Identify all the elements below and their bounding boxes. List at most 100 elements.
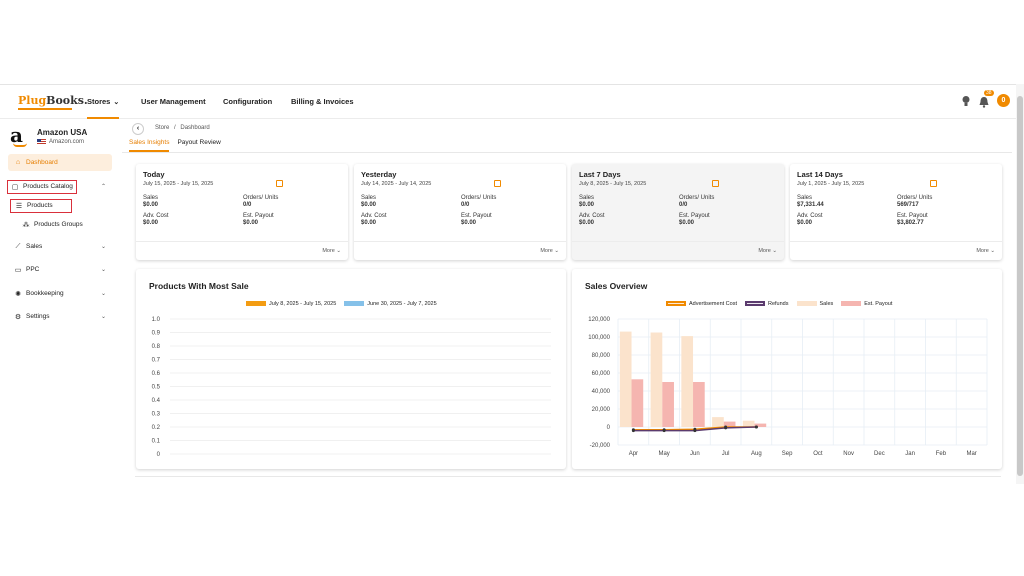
summary-card-yesterday: Yesterday July 14, 2025 - July 14, 2025 … <box>354 164 566 260</box>
chart-legend: July 8, 2025 - July 15, 2025 June 30, 20… <box>246 301 437 307</box>
sidebar-item-products[interactable]: ☰ Products <box>8 197 78 214</box>
top-navbar: PlugBooks. Stores ⌄ User Management Confi… <box>0 85 1024 119</box>
back-button[interactable]: ‹ <box>132 123 144 135</box>
breadcrumb-store[interactable]: Store <box>155 125 170 131</box>
legend-item[interactable]: Est. Payout <box>841 301 892 307</box>
chevron-down-icon: ⌄ <box>100 244 106 250</box>
bar-sales <box>742 420 755 427</box>
y-tick-label: 0.8 <box>152 344 161 350</box>
sidebar: a Amazon USA Amazon.com ⌂ Dashboard ▢ Prod… <box>0 120 120 485</box>
legend-item[interactable]: Refunds <box>745 301 789 307</box>
book-icon: ✺ <box>15 290 21 298</box>
store-selector[interactable]: a Amazon USA Amazon.com <box>10 125 87 147</box>
more-button[interactable]: More ⌄ <box>976 248 995 254</box>
bell-icon <box>979 96 989 108</box>
x-tick-label: Apr <box>629 451 638 457</box>
sidebar-item-sales[interactable]: ⟋ Sales ⌄ <box>15 242 106 251</box>
sidebar-item-settings[interactable]: ⚙ Settings ⌄ <box>14 313 106 321</box>
x-tick-label: Jan <box>905 451 915 457</box>
chart-legend: Advertisement Cost Refunds Sales Est. Pa… <box>666 301 892 307</box>
legend-item[interactable]: Sales <box>796 301 833 307</box>
bar-est-payout <box>693 382 705 427</box>
lightbulb-icon[interactable] <box>961 95 971 107</box>
us-flag-icon <box>37 139 46 145</box>
chevron-up-icon: ⌃ <box>100 184 106 190</box>
y-tick-label: 0.6 <box>152 371 161 377</box>
bar-est-payout <box>754 423 767 427</box>
y-tick-label: 80,000 <box>592 353 611 359</box>
x-tick-label: Feb <box>936 451 947 457</box>
page-scrollbar[interactable] <box>1016 84 1024 484</box>
calendar-icon[interactable] <box>712 180 719 187</box>
y-tick-label: 0 <box>607 425 611 431</box>
sales-overview-panel: Sales Overview Advertisement Cost Refund… <box>572 269 1002 469</box>
calendar-icon[interactable] <box>930 180 937 187</box>
bar-sales <box>681 336 694 427</box>
chevron-down-icon: ⌄ <box>100 314 106 320</box>
notification-count-badge: 38 <box>984 89 994 96</box>
y-tick-label: 0 <box>157 452 161 458</box>
more-button[interactable]: More ⌄ <box>540 248 559 254</box>
x-tick-label: Mar <box>966 451 976 457</box>
amazon-logo-icon: a <box>10 125 32 147</box>
calendar-icon[interactable] <box>494 180 501 187</box>
more-button[interactable]: More ⌄ <box>322 248 341 254</box>
y-tick-label: 1.0 <box>152 317 161 323</box>
x-tick-label: Oct <box>813 451 823 457</box>
tabs: Sales Insights Payout Review <box>129 139 221 152</box>
bar-est-payout <box>662 382 674 427</box>
chart-title: Products With Most Sale <box>149 281 249 291</box>
summary-card-today: Today July 15, 2025 - July 15, 2025 Sale… <box>136 164 348 260</box>
plugbooks-logo[interactable]: PlugBooks. <box>18 94 88 110</box>
summary-card-last-7-days: Last 7 Days July 8, 2025 - July 15, 2025… <box>572 164 784 260</box>
nav-stores[interactable]: Stores ⌄ <box>87 97 120 119</box>
breadcrumb-dashboard: Dashboard <box>180 125 210 131</box>
y-tick-label: 100,000 <box>588 335 610 341</box>
chevron-down-icon: ⌄ <box>113 99 120 106</box>
tab-payout-review[interactable]: Payout Review <box>177 139 221 146</box>
sidebar-item-bookkeeping[interactable]: ✺ Bookkeeping ⌄ <box>15 290 106 298</box>
bar-sales <box>619 331 632 427</box>
chart-line-icon: ⟋ <box>15 242 21 250</box>
tab-sales-insights[interactable]: Sales Insights <box>129 139 170 152</box>
y-tick-label: 0.1 <box>152 439 161 445</box>
gear-icon: ⚙ <box>14 313 22 321</box>
user-avatar[interactable]: 0 <box>997 94 1010 107</box>
sales-overview-chart: 120,000 100,000 80,000 60,000 40,000 20,000 0 -… <box>588 317 988 457</box>
ad-icon: ▭ <box>14 266 22 274</box>
y-tick-label: 20,000 <box>592 407 611 413</box>
legend-item[interactable]: July 8, 2025 - July 15, 2025 <box>246 301 336 307</box>
chevron-down-icon: ⌄ <box>100 267 106 273</box>
sidebar-item-products-groups[interactable]: ⁂ Products Groups <box>22 221 83 229</box>
breadcrumb: Store / Dashboard <box>155 125 210 131</box>
y-tick-label: 0.7 <box>152 358 161 364</box>
sidebar-item-products-catalog[interactable]: ▢ Products Catalog ⌃ <box>6 178 112 195</box>
legend-item[interactable]: June 30, 2025 - July 7, 2025 <box>344 301 437 307</box>
app-window: PlugBooks. Stores ⌄ User Management Confi… <box>0 84 1024 485</box>
y-tick-label: 0.3 <box>152 412 161 418</box>
bar-sales <box>712 417 724 427</box>
store-domain: Amazon.com <box>49 139 85 145</box>
sidebar-item-dashboard[interactable]: ⌂ Dashboard <box>8 154 112 171</box>
legend-item[interactable]: Advertisement Cost <box>666 301 737 307</box>
groups-icon: ⁂ <box>22 221 30 229</box>
y-tick-label: 60,000 <box>592 371 611 377</box>
nav-billing-invoices[interactable]: Billing & Invoices <box>291 97 354 106</box>
y-tick-label: 120,000 <box>588 317 610 323</box>
y-tick-label: -20,000 <box>590 443 611 449</box>
list-icon: ☰ <box>15 202 23 210</box>
x-tick-label: Aug <box>751 451 762 457</box>
notifications-bell[interactable]: 38 <box>978 89 994 108</box>
sidebar-item-ppc[interactable]: ▭ PPC ⌄ <box>14 266 106 274</box>
point-refunds <box>631 429 635 433</box>
y-tick-label: 0.2 <box>152 425 161 431</box>
y-tick-label: 40,000 <box>592 389 611 395</box>
point-refunds <box>662 429 666 433</box>
y-tick-label: 0.5 <box>152 385 161 391</box>
calendar-icon[interactable] <box>276 180 283 187</box>
nav-configuration[interactable]: Configuration <box>223 97 273 106</box>
bar-sales <box>650 332 663 427</box>
x-tick-label: Nov <box>843 451 854 457</box>
nav-user-management[interactable]: User Management <box>141 97 206 106</box>
more-button[interactable]: More ⌄ <box>758 248 777 254</box>
